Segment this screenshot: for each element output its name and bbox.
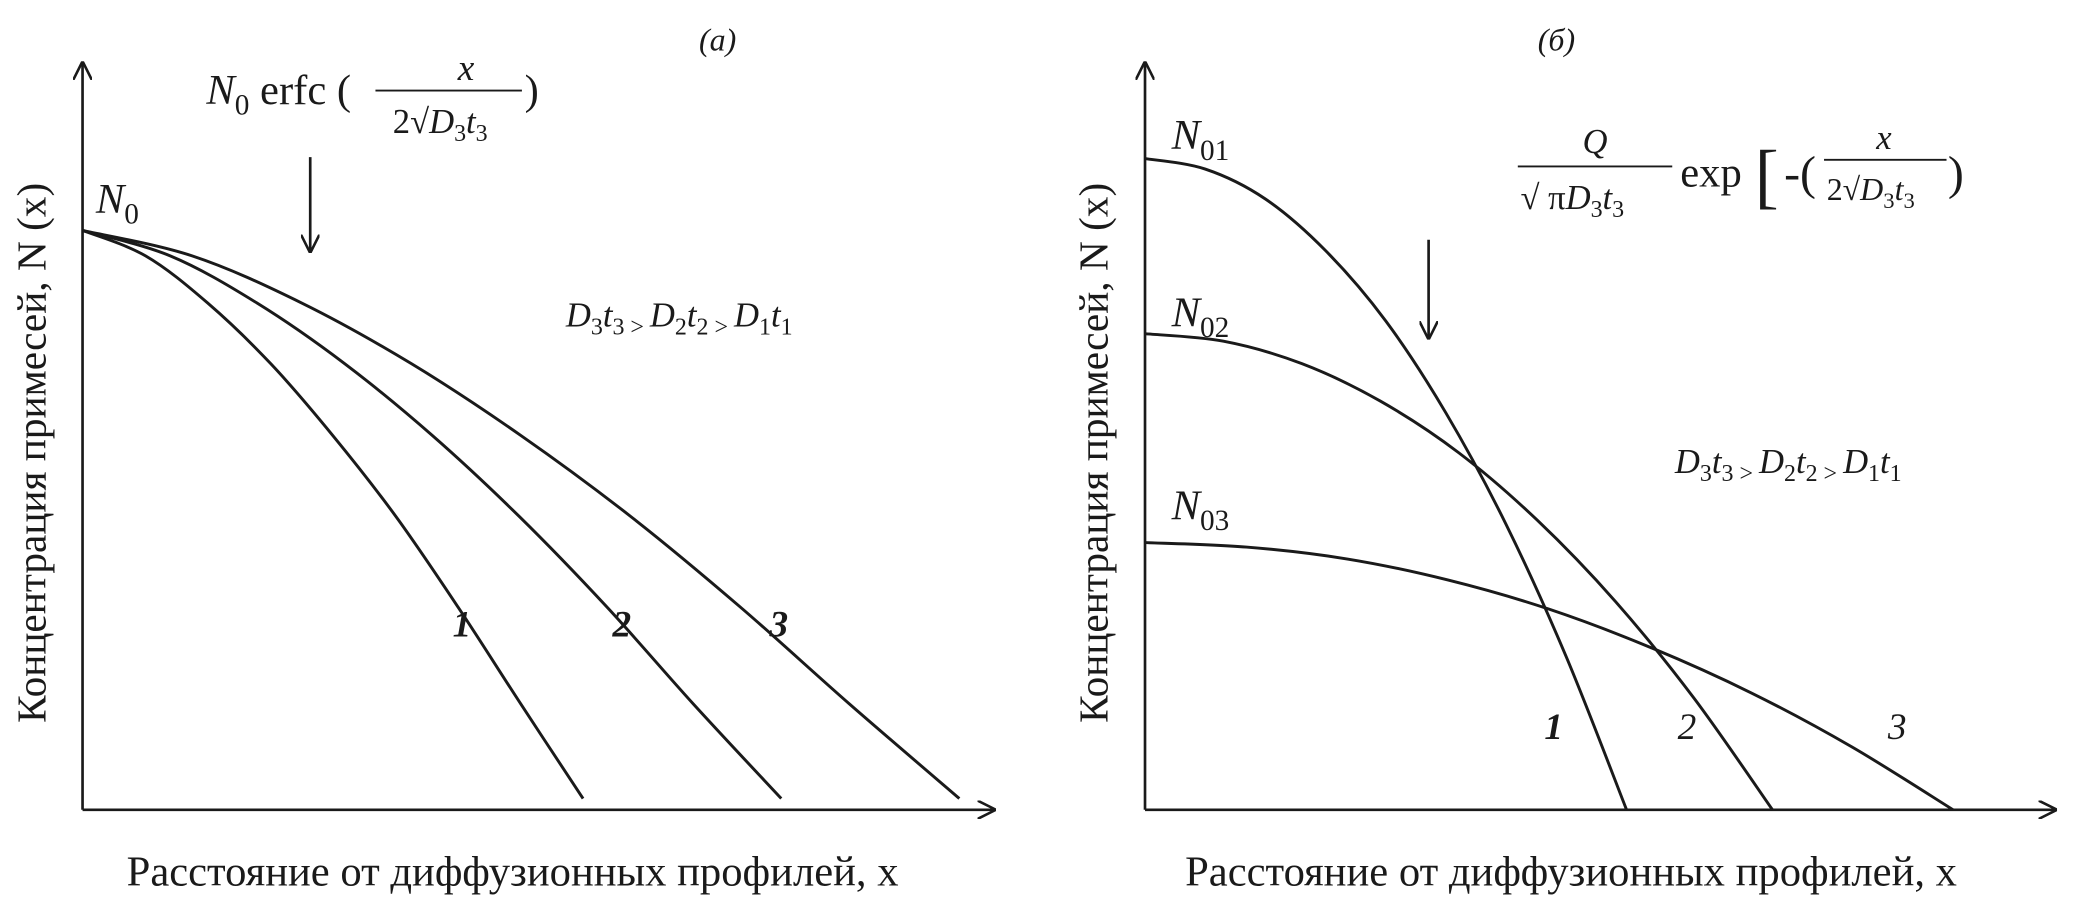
inequality-b: D3t3 > D2t2 > D1t1 — [1674, 443, 1902, 487]
svg-text:exp: exp — [1680, 149, 1742, 196]
svg-text:x: x — [1875, 119, 1892, 157]
curve-label-2-b: 2 — [1678, 707, 1697, 748]
svg-text:2√D3t3: 2√D3t3 — [1827, 172, 1915, 213]
svg-text:x: x — [457, 48, 475, 89]
curve-1-a — [81, 229, 585, 800]
chart-a: (a) Концентрация примесей, N (x) Расстоя… — [8, 23, 996, 896]
chart-b: (б) Концентрация примесей, N (x) Расстоя… — [1071, 23, 2058, 896]
panel-label-a: (a) — [699, 23, 736, 58]
formula-gauss: Q √ πD3t3 exp [ -( x 2√D3t3 ) — [1517, 119, 1964, 223]
n01-label: N01 — [1171, 112, 1230, 167]
inequality-a: D3t3 > D2t2 > D1t1 — [565, 296, 793, 340]
panel-label-b: (б) — [1538, 23, 1575, 58]
y-axis-label-a: Концентрация примесей, N (x) — [8, 183, 55, 723]
curve-label-3-b: 3 — [1887, 707, 1907, 748]
svg-text:√ πD3t3: √ πD3t3 — [1520, 179, 1624, 223]
curve-label-1-b: 1 — [1544, 707, 1563, 748]
svg-text:Q: Q — [1583, 123, 1608, 161]
svg-text:N0 erfc (: N0 erfc ( — [205, 67, 351, 122]
svg-text:2√D3t3: 2√D3t3 — [393, 103, 488, 147]
svg-text:-(: -( — [1784, 147, 1816, 200]
svg-text:[: [ — [1755, 136, 1779, 216]
y-axis-label-b: Концентрация примесей, N (x) — [1071, 183, 1118, 723]
n0-label: N0 — [95, 176, 139, 231]
curve-label-3-a: 3 — [769, 605, 789, 646]
curve-1-b — [1144, 157, 1628, 811]
curves-b — [1144, 157, 1954, 812]
curve-2-a — [82, 229, 783, 800]
curve-3-b — [1144, 541, 1954, 812]
x-axis-label-a: Расстояние от диффузионных профилей, x — [127, 849, 899, 896]
curve-3-a — [82, 229, 961, 800]
curve-label-1-a: 1 — [453, 605, 472, 646]
x-axis-label-b: Расстояние от диффузионных профилей, x — [1185, 849, 1957, 896]
svg-text:): ) — [525, 67, 539, 114]
formula-erfc: N0 erfc ( x 2√D3t3 ) — [205, 48, 538, 147]
curve-2-b — [1144, 332, 1774, 811]
curves-a — [81, 229, 961, 800]
curve-label-2-a: 2 — [611, 605, 631, 646]
svg-text:): ) — [1948, 147, 1964, 200]
n03-label: N03 — [1171, 482, 1230, 537]
